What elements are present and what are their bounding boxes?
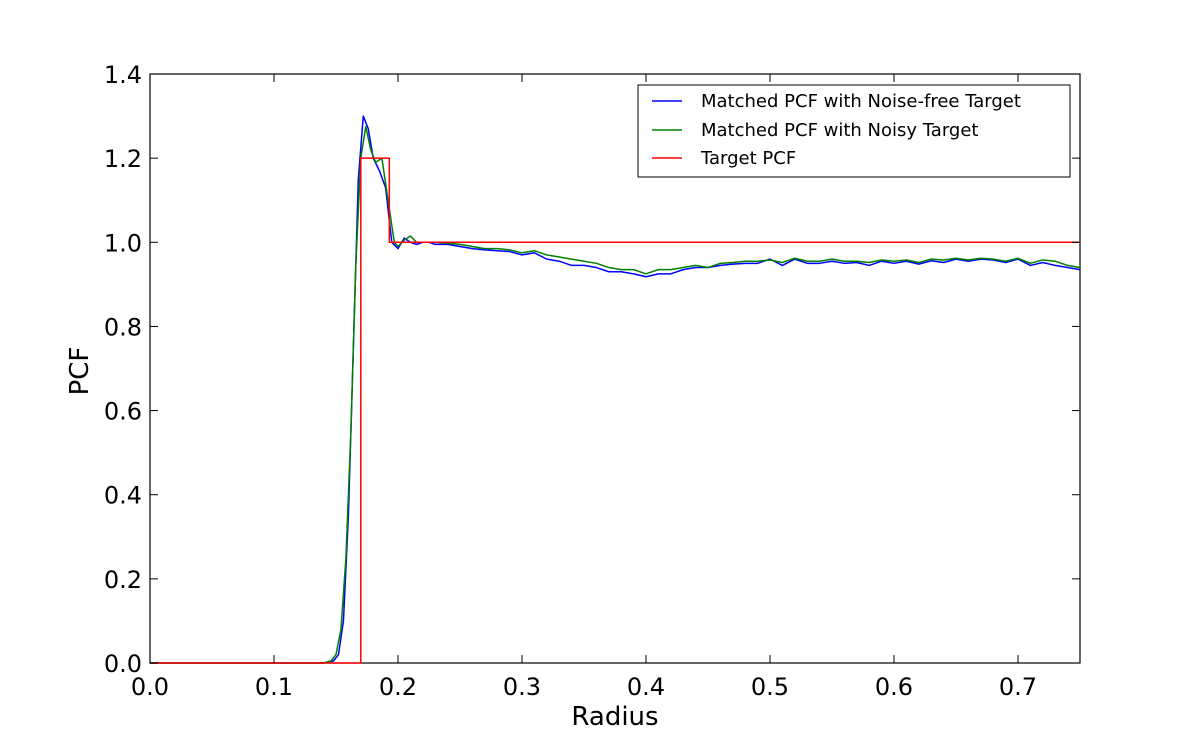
x-tick-label: 0.2 [379,673,417,701]
series-line-1 [150,125,1081,664]
y-tick-label: 0.8 [104,313,142,341]
y-tick-label: 0.0 [104,650,142,678]
y-axis-label: PCF [65,347,95,396]
x-tick-label: 0.5 [751,673,789,701]
y-tick-label: 1.4 [104,61,142,89]
legend-label-noise-free: Matched PCF with Noise-free Target [701,91,1021,112]
y-tick-label: 0.6 [104,398,142,426]
x-tick-label: 0.0 [131,673,169,701]
legend-label-target: Target PCF [700,148,796,169]
y-tick-label: 0.2 [104,566,142,594]
x-tick-label: 0.6 [875,673,913,701]
x-tick-label: 0.3 [503,673,541,701]
y-tick-label: 1.0 [104,229,142,257]
y-tick-label: 1.2 [104,145,142,173]
x-tick-label: 0.7 [999,673,1037,701]
x-axis-label: Radius [571,702,658,732]
series-line-2 [150,157,1080,664]
legend-label-noisy: Matched PCF with Noisy Target [701,120,978,141]
x-tick-label: 0.1 [255,673,293,701]
tick-layer: 0.0 0.1 0.2 0.3 0.4 0.5 0.6 0.7 0.0 0.2 0.4 0.6 0.8 1… [104,61,1080,701]
series-layer [150,115,1081,664]
y-tick-label: 0.4 [104,482,142,510]
legend-box [637,84,1071,178]
legend: Matched PCF with Noise-free Target Match… [637,84,1071,178]
x-tick-label: 0.4 [627,673,665,701]
